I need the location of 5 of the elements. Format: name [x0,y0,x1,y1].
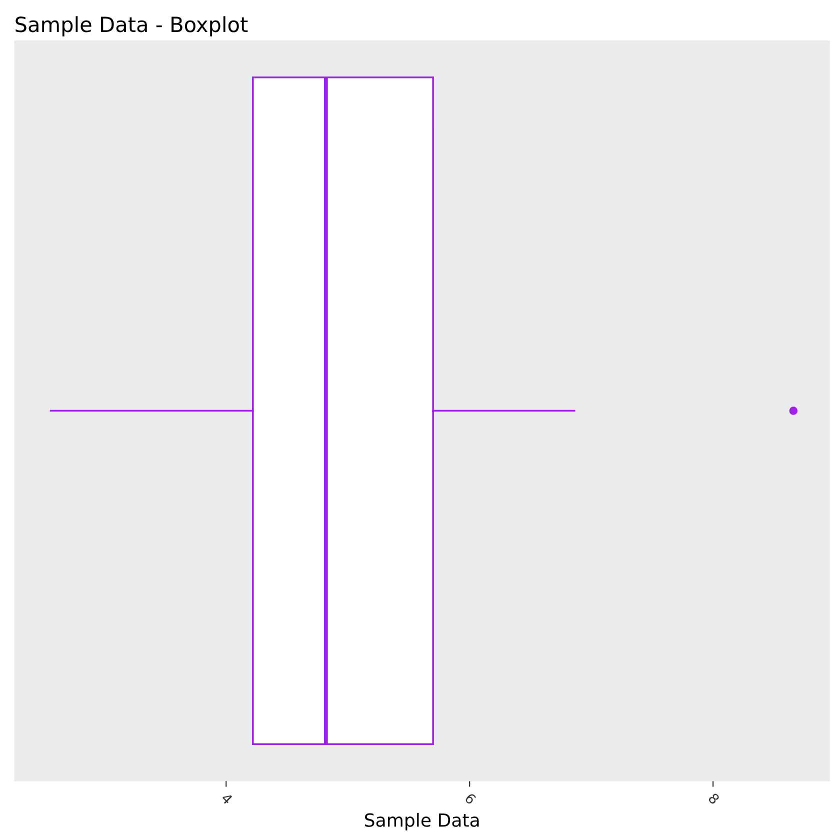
x-tick-label: 6 [464,792,477,805]
x-axis-title: Sample Data [365,812,479,830]
chart-title: Sample Data - Boxplot [16,16,248,36]
x-tick-label: 4 [220,792,234,805]
x-tick-label: 8 [708,792,720,805]
